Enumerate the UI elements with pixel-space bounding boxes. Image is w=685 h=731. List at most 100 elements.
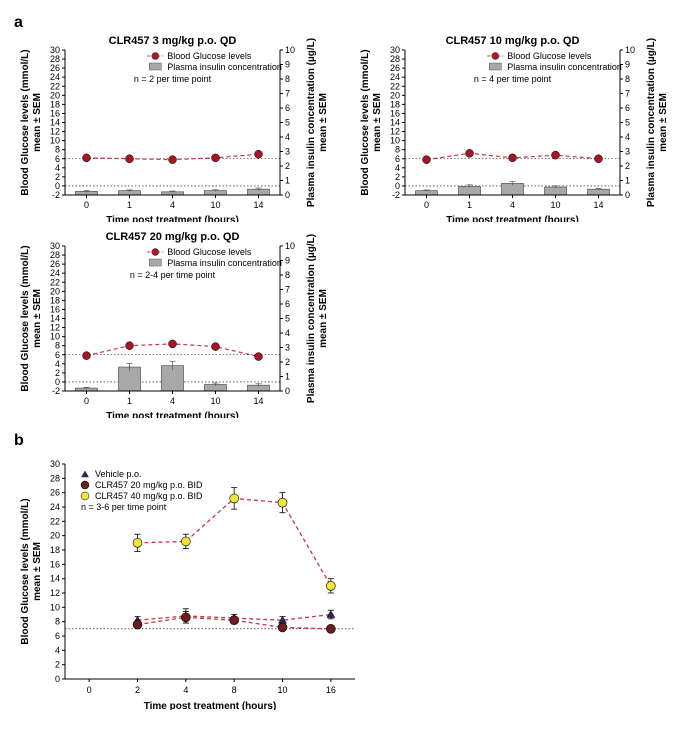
- ytick-left: 26: [390, 63, 400, 73]
- legend-glucose: Blood Glucose levels: [167, 51, 252, 61]
- chart-a-2: CLR457 20 mg/kg p.o. QD-2024681012141618…: [10, 228, 330, 418]
- ytick-right: 8: [285, 74, 290, 84]
- glucose-marker: [595, 155, 603, 163]
- ytick-left: -2: [52, 386, 60, 396]
- legend-insulin: Plasma insulin concentration: [507, 62, 622, 72]
- xtick: 4: [170, 396, 175, 406]
- ytick-left: 20: [390, 90, 400, 100]
- ytick-left: 10: [50, 136, 60, 146]
- legend-item-1: CLR457 20 mg/kg p.o. BID: [95, 480, 203, 490]
- y-label2: mean ± SEM: [32, 542, 43, 601]
- glucose-marker: [255, 150, 263, 158]
- ytick-left: 14: [50, 314, 60, 324]
- chart-title: CLR457 20 mg/kg p.o. QD: [106, 231, 240, 243]
- xtick: 14: [593, 200, 603, 210]
- xtick: 1: [127, 396, 132, 406]
- ytick-left: 8: [55, 145, 60, 155]
- ytick-left: 28: [390, 54, 400, 64]
- glucose-marker: [212, 154, 220, 162]
- series-marker: [326, 624, 335, 633]
- legend-item-0: Vehicle p.o.: [95, 469, 142, 479]
- ytick-left: 20: [50, 286, 60, 296]
- ytick-left: 0: [395, 181, 400, 191]
- ytick-right: 4: [625, 132, 630, 142]
- y-left-label: Blood Glucose levels (mmol/L): [20, 49, 31, 195]
- ytick-left: 16: [50, 108, 60, 118]
- panel-b-label: b: [14, 432, 685, 450]
- xtick: 10: [277, 685, 287, 695]
- ytick-left: 12: [50, 127, 60, 137]
- ytick-left: -2: [52, 190, 60, 200]
- glucose-marker: [83, 352, 91, 360]
- ytick-right: 0: [285, 386, 290, 396]
- ytick-right: 6: [625, 103, 630, 113]
- insulin-bar: [545, 187, 567, 195]
- ytick-left: 30: [50, 45, 60, 55]
- ytick-left: 10: [390, 136, 400, 146]
- ytick-left: 2: [55, 172, 60, 182]
- ytick-left: 16: [50, 304, 60, 314]
- ytick-left: 30: [50, 241, 60, 251]
- y-right-label2: mean ± SEM: [318, 93, 329, 152]
- series-marker: [278, 498, 287, 507]
- xtick: 4: [170, 200, 175, 210]
- xtick: 0: [87, 685, 92, 695]
- ytick-right: 4: [285, 132, 290, 142]
- y-right-label2: mean ± SEM: [318, 289, 329, 348]
- ytick-right: 10: [285, 45, 295, 55]
- ytick: 14: [50, 574, 60, 584]
- glucose-marker: [255, 353, 263, 361]
- x-label: Time post treatment (hours): [446, 215, 579, 222]
- x-label: Time post treatment (hours): [106, 411, 239, 418]
- glucose-marker: [466, 149, 474, 157]
- ytick-left: 18: [50, 99, 60, 109]
- y-left-label2: mean ± SEM: [32, 93, 43, 152]
- ytick: 20: [50, 531, 60, 541]
- legend-insulin: Plasma insulin concentration: [167, 258, 282, 268]
- glucose-marker: [509, 154, 517, 162]
- ytick-left: 22: [50, 277, 60, 287]
- ytick-right: 9: [285, 60, 290, 70]
- ytick: 2: [55, 660, 60, 670]
- chart-a-1: CLR457 10 mg/kg p.o. QD-2024681012141618…: [350, 32, 670, 222]
- ytick-right: 7: [285, 285, 290, 295]
- ytick-right: 6: [285, 103, 290, 113]
- series-marker: [133, 620, 142, 629]
- ytick: 6: [55, 631, 60, 641]
- series-line-2: [138, 498, 331, 585]
- ytick-right: 1: [285, 372, 290, 382]
- ytick-right: 2: [285, 357, 290, 367]
- series-marker: [230, 494, 239, 503]
- chart-title: CLR457 10 mg/kg p.o. QD: [446, 35, 580, 47]
- series-marker: [278, 623, 287, 632]
- ytick-left: 22: [50, 81, 60, 91]
- ytick-right: 8: [285, 270, 290, 280]
- y-left-label2: mean ± SEM: [32, 289, 43, 348]
- xtick: 10: [550, 200, 560, 210]
- ytick-right: 2: [285, 161, 290, 171]
- ytick-right: 3: [285, 343, 290, 353]
- ytick-left: 24: [390, 72, 400, 82]
- glucose-marker: [552, 151, 560, 159]
- ytick: 4: [55, 645, 60, 655]
- ytick-left: 0: [55, 181, 60, 191]
- n-text: n = 3-6 per time point: [81, 502, 167, 512]
- ytick-left: 4: [55, 163, 60, 173]
- ytick-right: 10: [625, 45, 635, 55]
- ytick: 8: [55, 617, 60, 627]
- y-left-label2: mean ± SEM: [372, 93, 383, 152]
- ytick-right: 9: [625, 60, 630, 70]
- ytick-left: 12: [390, 127, 400, 137]
- ytick-left: 2: [395, 172, 400, 182]
- panel-a-label: a: [14, 14, 685, 32]
- ytick-right: 0: [625, 190, 630, 200]
- ytick: 16: [50, 559, 60, 569]
- glucose-marker: [126, 342, 134, 350]
- series-marker: [230, 616, 239, 625]
- ytick-left: -2: [392, 190, 400, 200]
- xtick: 14: [253, 396, 263, 406]
- xtick: 0: [84, 396, 89, 406]
- ytick-right: 4: [285, 328, 290, 338]
- ytick-left: 24: [50, 72, 60, 82]
- x-label: Time post treatment (hours): [144, 701, 277, 710]
